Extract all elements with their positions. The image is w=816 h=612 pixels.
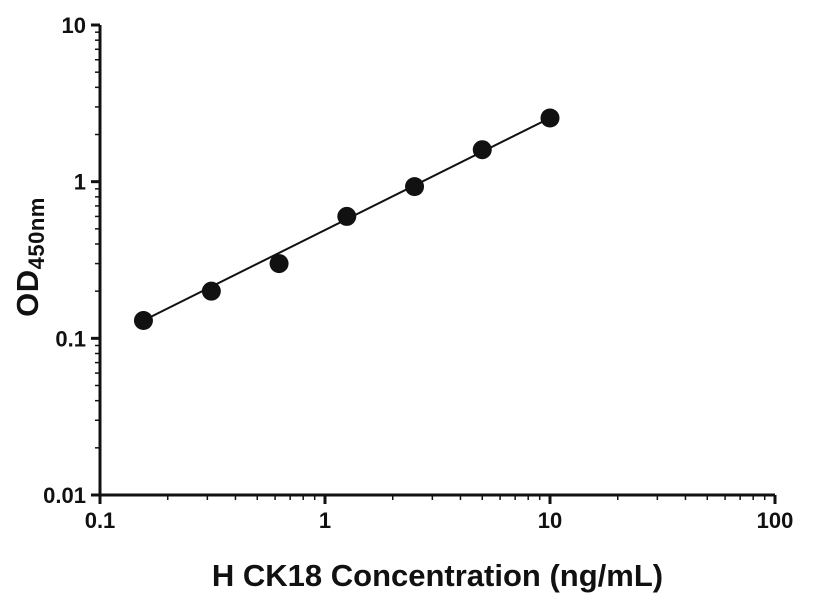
y-tick-label: 1 [74, 170, 86, 195]
x-tick-label: 0.1 [85, 508, 116, 533]
data-point-marker [405, 177, 425, 197]
x-tick-label: 10 [538, 508, 562, 533]
x-tick-label: 1 [319, 508, 331, 533]
data-point-marker [269, 254, 289, 274]
y-axis-label-subscript: 450nm [24, 197, 49, 270]
axis-spines [98, 25, 775, 497]
y-tick-label: 0.01 [43, 483, 86, 508]
y-axis-label: OD450nm [10, 197, 50, 317]
y-tick-label: 0.1 [55, 326, 86, 351]
x-axis-label: H CK18 Concentration (ng/mL) [211, 558, 664, 593]
data-point-marker [540, 108, 560, 128]
data-point-marker [337, 206, 357, 226]
data-point-marker [472, 140, 492, 160]
x-tick-label: 100 [757, 508, 794, 533]
y-axis-label-main: OD [10, 269, 45, 317]
data-point-marker [201, 281, 221, 301]
data-point-marker [133, 310, 153, 330]
y-tick-label: 10 [62, 13, 86, 38]
